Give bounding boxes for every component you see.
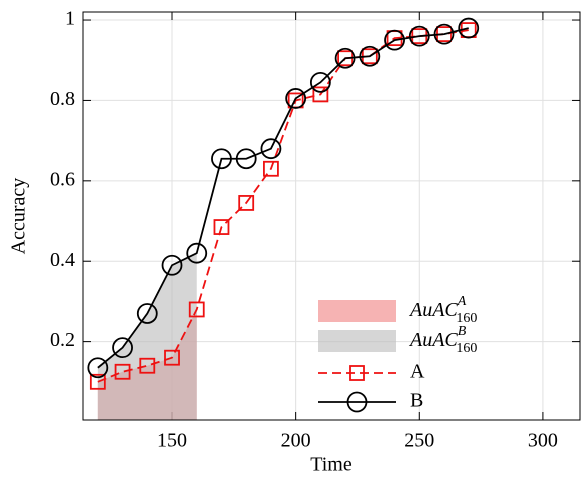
y-tick-label: 0.4: [50, 249, 75, 271]
legend-sub: 160: [456, 311, 477, 326]
marker: [285, 88, 307, 109]
line: [97, 27, 469, 369]
legend-label: AuACA 160: [408, 294, 477, 326]
x-tick-label: 150: [157, 430, 187, 452]
legend-marker: [349, 365, 365, 381]
plot-frame: [82, 11, 581, 421]
x-axis-label: Time: [310, 454, 352, 476]
y-axis-label: Accuracy: [8, 178, 30, 255]
marker: [359, 45, 381, 67]
marker: [186, 242, 208, 264]
marker: [136, 303, 158, 324]
marker: [87, 357, 109, 379]
legend-sub: 160: [456, 341, 477, 356]
y-tick-label: 0.8: [50, 88, 75, 110]
marker: [312, 86, 329, 103]
marker: [139, 357, 156, 374]
x-tick-label: 300: [528, 430, 558, 452]
marker: [188, 301, 205, 318]
legend-label: A: [410, 361, 425, 383]
marker: [112, 337, 133, 359]
legend-label: AuACB 160: [408, 324, 477, 356]
marker: [309, 71, 331, 93]
legend-patch: [318, 330, 396, 352]
marker: [164, 349, 180, 366]
legend-sup: A: [457, 294, 467, 309]
legend-label: B: [410, 390, 423, 412]
x-tick-label: 250: [404, 430, 434, 452]
legend-patch: [318, 300, 396, 322]
marker: [235, 148, 257, 170]
marker: [114, 363, 131, 380]
marker: [263, 160, 279, 177]
marker: [161, 254, 183, 276]
legend-sup: B: [458, 324, 467, 339]
marker: [334, 47, 356, 69]
marker: [89, 373, 106, 390]
marker: [213, 219, 230, 235]
marker: [238, 195, 255, 211]
marker: [260, 138, 282, 160]
legend-base: AuAC: [408, 299, 458, 321]
marker: [211, 148, 232, 170]
line: [97, 29, 469, 383]
marker: [458, 17, 480, 39]
x-tick-label: 200: [281, 430, 311, 452]
marker: [384, 29, 405, 51]
legend-marker: [346, 391, 368, 413]
y-tick-label: 0.6: [50, 168, 75, 190]
y-tick-label: 1: [65, 8, 75, 30]
legend-base: AuAC: [408, 329, 458, 351]
y-tick-label: 0.2: [50, 329, 75, 351]
marker: [408, 25, 430, 47]
marker: [433, 23, 455, 45]
